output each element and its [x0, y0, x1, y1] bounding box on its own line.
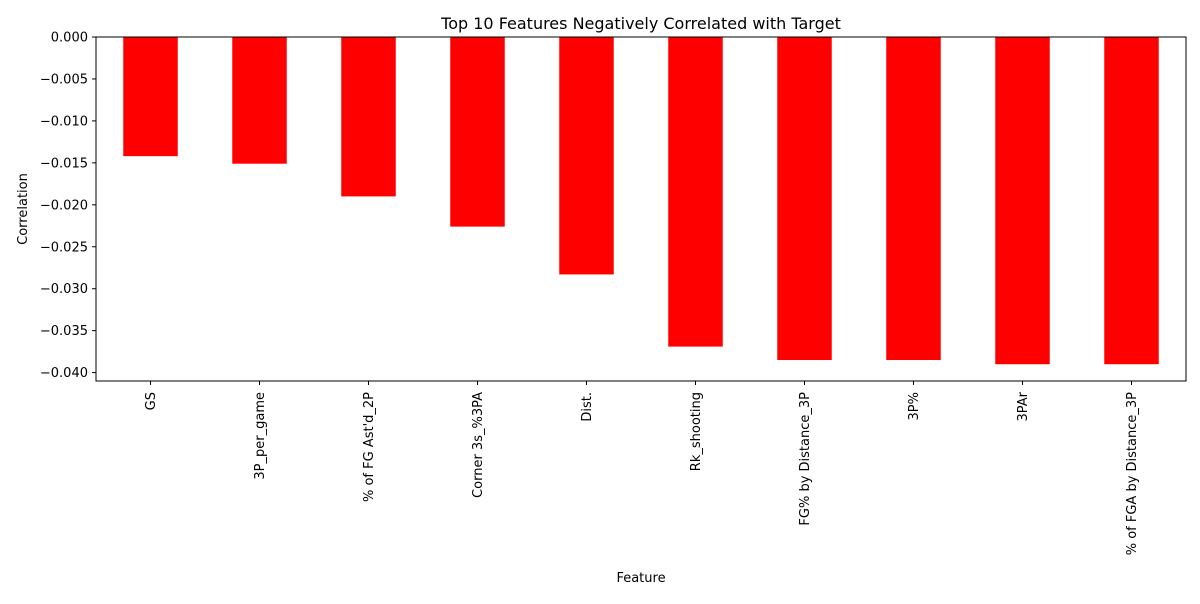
- x-tick-label: Dist.: [580, 392, 595, 422]
- bars: [123, 37, 1159, 365]
- x-tick-label: 3P%: [907, 392, 922, 420]
- chart-title: Top 10 Features Negatively Correlated wi…: [440, 14, 841, 33]
- x-tick-label: 3P_per_game: [253, 392, 268, 480]
- bar-5: [668, 37, 723, 347]
- y-tick-label: −0.010: [40, 114, 88, 129]
- x-tick-label: GS: [144, 392, 159, 410]
- y-tick-label: −0.035: [40, 324, 88, 339]
- x-tick-label: FG% by Distance_3P: [798, 392, 813, 526]
- axis-ticks: GS 3P_per_game % of FG Ast'd_2P Corner 3s_%…: [40, 31, 1140, 556]
- x-axis-title: Feature: [616, 571, 665, 586]
- bar-0: [123, 37, 178, 157]
- bar-2: [341, 37, 396, 197]
- bar-1: [232, 37, 287, 164]
- y-tick-label: −0.020: [40, 198, 88, 213]
- y-tick-label: −0.025: [40, 240, 88, 255]
- plot-frame: [95, 36, 1187, 382]
- y-tick-label: −0.040: [40, 366, 88, 381]
- x-tick-label: Rk_shooting: [689, 392, 704, 471]
- x-tick-label: % of FG Ast'd_2P: [362, 392, 377, 502]
- y-axis-title: Correlation: [16, 173, 31, 245]
- bar-3: [450, 37, 505, 227]
- bar-4: [559, 37, 614, 275]
- x-tick-label: 3PAr: [1016, 391, 1031, 421]
- x-tick-label: Corner 3s_%3PA: [471, 392, 486, 498]
- bar-7: [886, 37, 941, 361]
- bar-9: [1104, 37, 1159, 365]
- y-tick-label: −0.005: [40, 72, 88, 87]
- y-tick-label: −0.030: [40, 282, 88, 297]
- y-tick-label: 0.000: [51, 31, 88, 46]
- bar-6: [777, 37, 832, 361]
- x-tick-label: % of FGA by Distance_3P: [1125, 392, 1140, 555]
- y-tick-label: −0.015: [40, 156, 88, 171]
- bar-8: [995, 37, 1050, 365]
